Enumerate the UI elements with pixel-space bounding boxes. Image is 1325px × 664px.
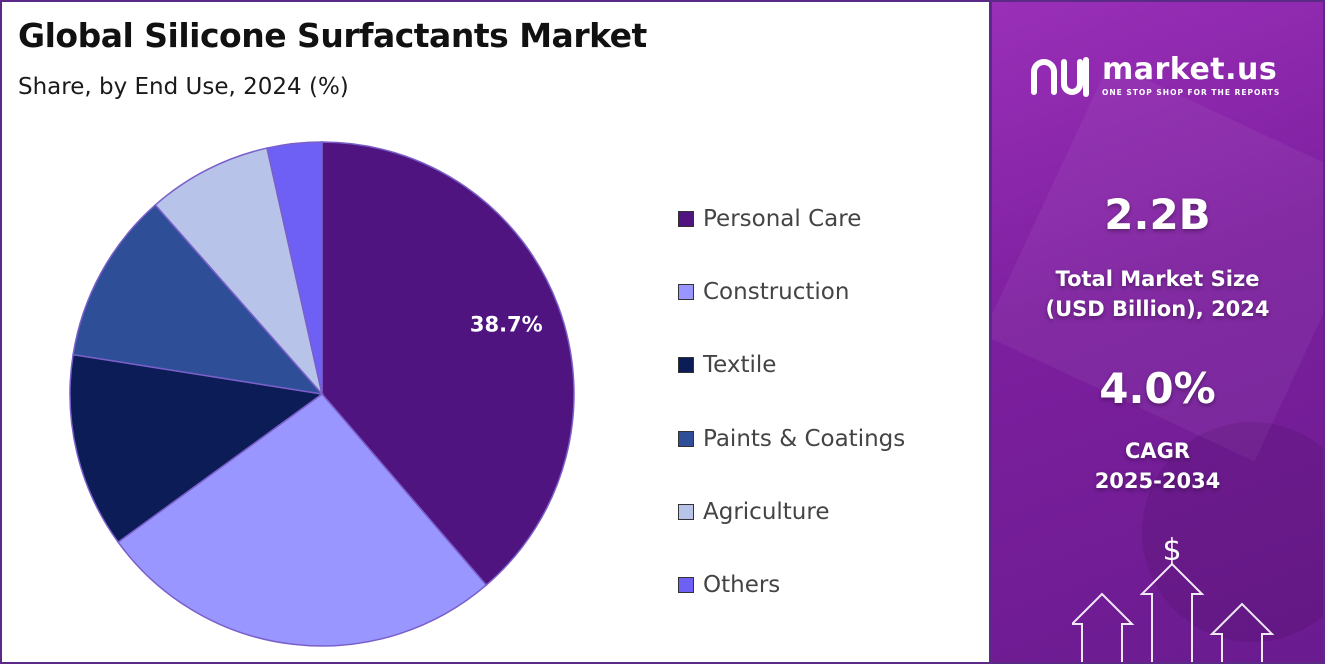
cagr-label-line2: 2025-2034 — [1094, 469, 1221, 493]
legend-swatch — [678, 357, 694, 374]
legend-label: Textile — [703, 352, 777, 379]
summary-panel: market.us ONE STOP SHOP FOR THE REPORTS … — [992, 2, 1323, 662]
legend-swatch — [678, 210, 694, 227]
legend-item: Personal Care — [678, 182, 905, 255]
pie-slice-paints-coatings — [72, 203, 324, 396]
chart-legend: Personal Care Construction Textile Paints &… — [678, 182, 905, 622]
market-size-label-line2: (USD Billion), 2024 — [1045, 297, 1270, 321]
legend-label: Agriculture — [703, 498, 830, 525]
legend-item: Agriculture — [678, 475, 905, 548]
market-size-value: 2.2B — [1104, 190, 1211, 239]
legend-item: Construction — [678, 255, 905, 328]
pie-slice-construction — [117, 392, 488, 647]
background-decoration — [1142, 422, 1323, 642]
cagr-label-line1: CAGR — [1124, 439, 1191, 463]
data-label: 38.7% — [470, 313, 543, 337]
pie-slice-personal-care — [321, 141, 575, 587]
chart-subtitle: Share, by End Use, 2024 (%) — [18, 74, 349, 100]
dollar-icon: $ — [1162, 533, 1181, 568]
pie-slice-textile — [69, 353, 324, 544]
pie-chart: 38.7% — [69, 141, 575, 647]
panel-divider — [989, 2, 992, 662]
cagr-value: 4.0% — [1099, 364, 1216, 413]
legend-swatch — [678, 503, 694, 520]
legend-swatch — [678, 577, 694, 594]
legend-label: Others — [703, 572, 781, 599]
brand-logo: market.us ONE STOP SHOP FOR THE REPORTS — [1028, 48, 1280, 104]
legend-swatch — [678, 430, 694, 447]
legend-label: Personal Care — [703, 205, 862, 232]
legend-item: Textile — [678, 329, 905, 402]
legend-item: Paints & Coatings — [678, 402, 905, 475]
growth-arrows-icon: $ — [1072, 533, 1275, 662]
brand-tagline: ONE STOP SHOP FOR THE REPORTS — [1102, 88, 1281, 97]
chart-title: Global Silicone Surfactants Market — [18, 16, 647, 55]
legend-label: Construction — [703, 278, 850, 305]
chart-panel: Global Silicone Surfactants Market Share… — [2, 2, 989, 662]
legend-label: Paints & Coatings — [703, 425, 906, 452]
legend-swatch — [678, 283, 694, 300]
brand-name: market.us — [1102, 52, 1278, 87]
legend-item: Others — [678, 548, 905, 621]
market-us-logo-icon — [1031, 57, 1089, 97]
market-size-label-line1: Total Market Size — [1055, 267, 1260, 291]
pie-slice-others — [266, 141, 323, 395]
